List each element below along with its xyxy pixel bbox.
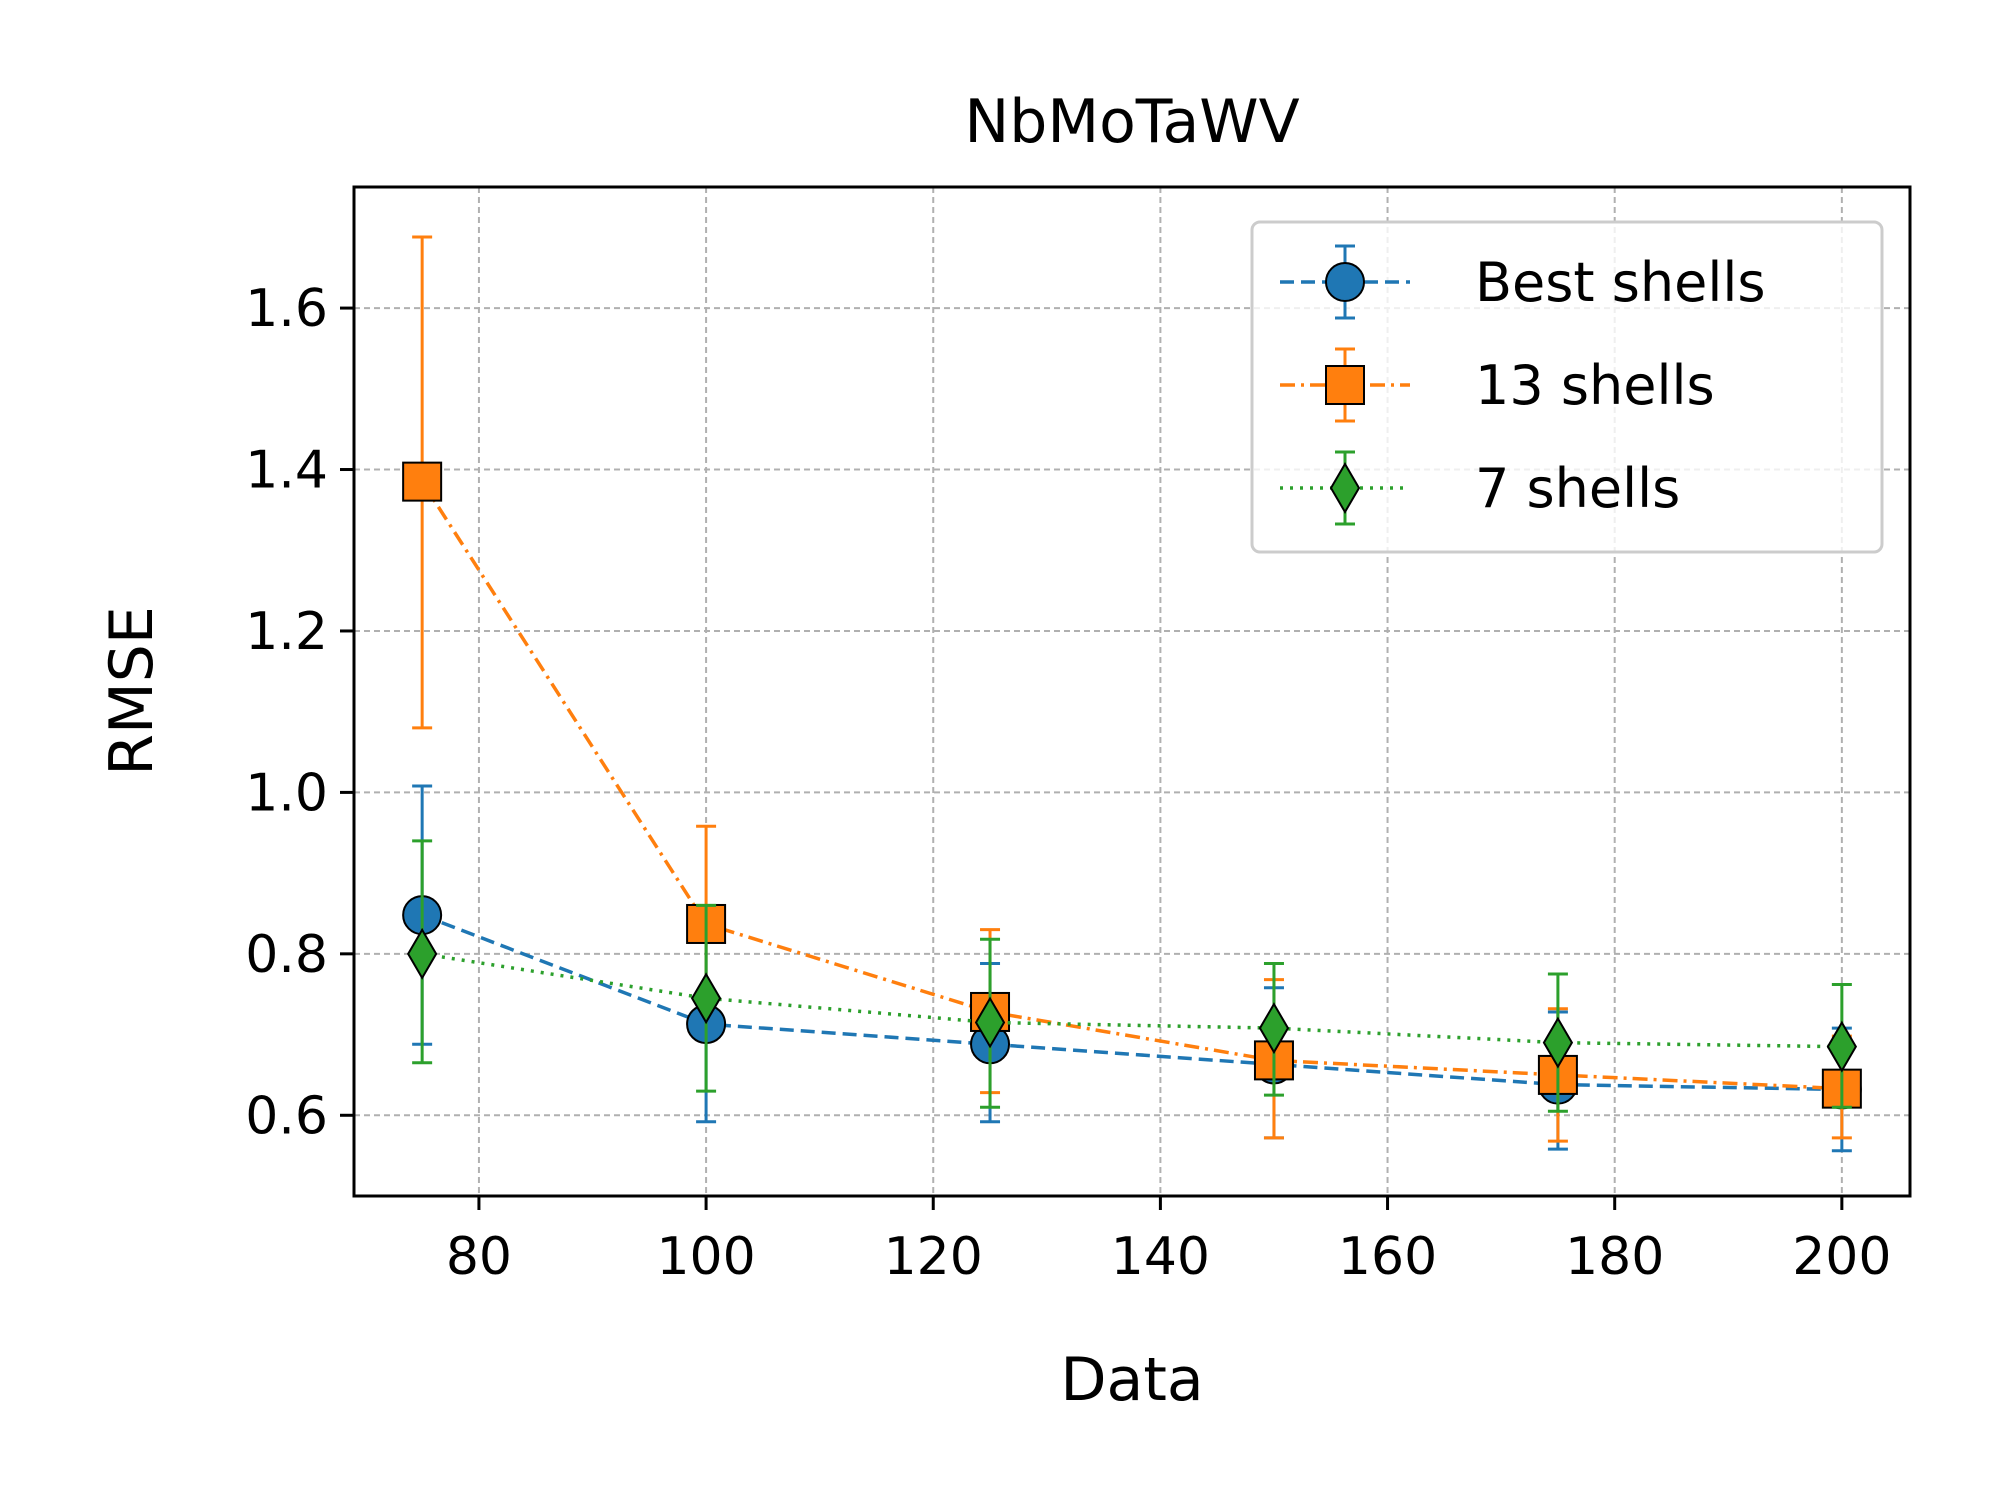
legend-marker [1325,365,1365,405]
y-axis-label: RMSE [97,606,167,775]
data-point [690,972,722,1025]
series-line [421,913,1842,1092]
series-line [420,480,1842,1091]
legend-label: 7 shells [1475,457,1680,520]
series-7-shells [406,839,1858,1113]
series-layer [402,235,1862,1153]
y-tick-label: 0.6 [245,1086,328,1146]
chart-title: NbMoTaWV [964,87,1299,157]
legend-marker [1329,462,1361,514]
axis-ticks: 80 100 120 140 160 180 200 0.6 0.8 1.0 1.2 1.4 1.6 [245,279,1891,1287]
data-point [1542,1016,1574,1069]
legend-item: 7 shells [1280,450,1680,526]
data-point [402,461,443,502]
legend: Best shells 13 shells 7 shells [1250,220,1884,554]
x-tick-label: 120 [884,1227,983,1287]
y-tick-label: 1.4 [245,441,328,501]
y-tick-label: 1.2 [245,602,328,662]
plot-frame [352,185,1912,1198]
data-point [406,927,438,980]
y-tick-label: 1.6 [245,279,328,339]
y-tick-label: 1.0 [245,763,328,823]
x-tick-label: 200 [1792,1227,1891,1287]
x-tick-label: 100 [656,1227,755,1287]
x-tick-label: 140 [1111,1227,1210,1287]
legend-label: Best shells [1475,251,1765,314]
legend-marker [1325,262,1365,302]
data-point [974,996,1006,1049]
x-axis-label: Data [1060,1345,1203,1415]
legend-box [1250,220,1884,554]
legend-item: 13 shells [1280,347,1715,423]
y-tick-label: 0.8 [245,925,328,985]
legend-item: Best shells [1280,244,1765,320]
data-point [1826,1020,1858,1073]
x-tick-label: 180 [1565,1227,1664,1287]
x-tick-label: 80 [446,1227,512,1287]
grid [354,187,1910,1196]
x-tick-label: 160 [1338,1227,1437,1287]
legend-label: 13 shells [1475,354,1715,417]
data-point [1258,1002,1290,1055]
